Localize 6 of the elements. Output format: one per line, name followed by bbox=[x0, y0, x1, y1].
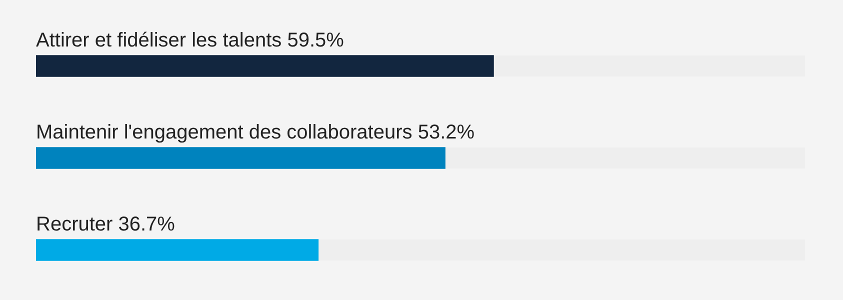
y-tick-label: Maintenir l'engagement des collaborateurs bbox=[36, 122, 412, 144]
data-label: 53.2% bbox=[418, 122, 475, 144]
y-tick-label: Recruter bbox=[36, 214, 114, 236]
y-tick-label: Attirer et fidéliser les talents bbox=[36, 30, 282, 52]
data-label: 36.7% bbox=[118, 214, 176, 236]
data-label: 59.5% bbox=[287, 30, 344, 52]
